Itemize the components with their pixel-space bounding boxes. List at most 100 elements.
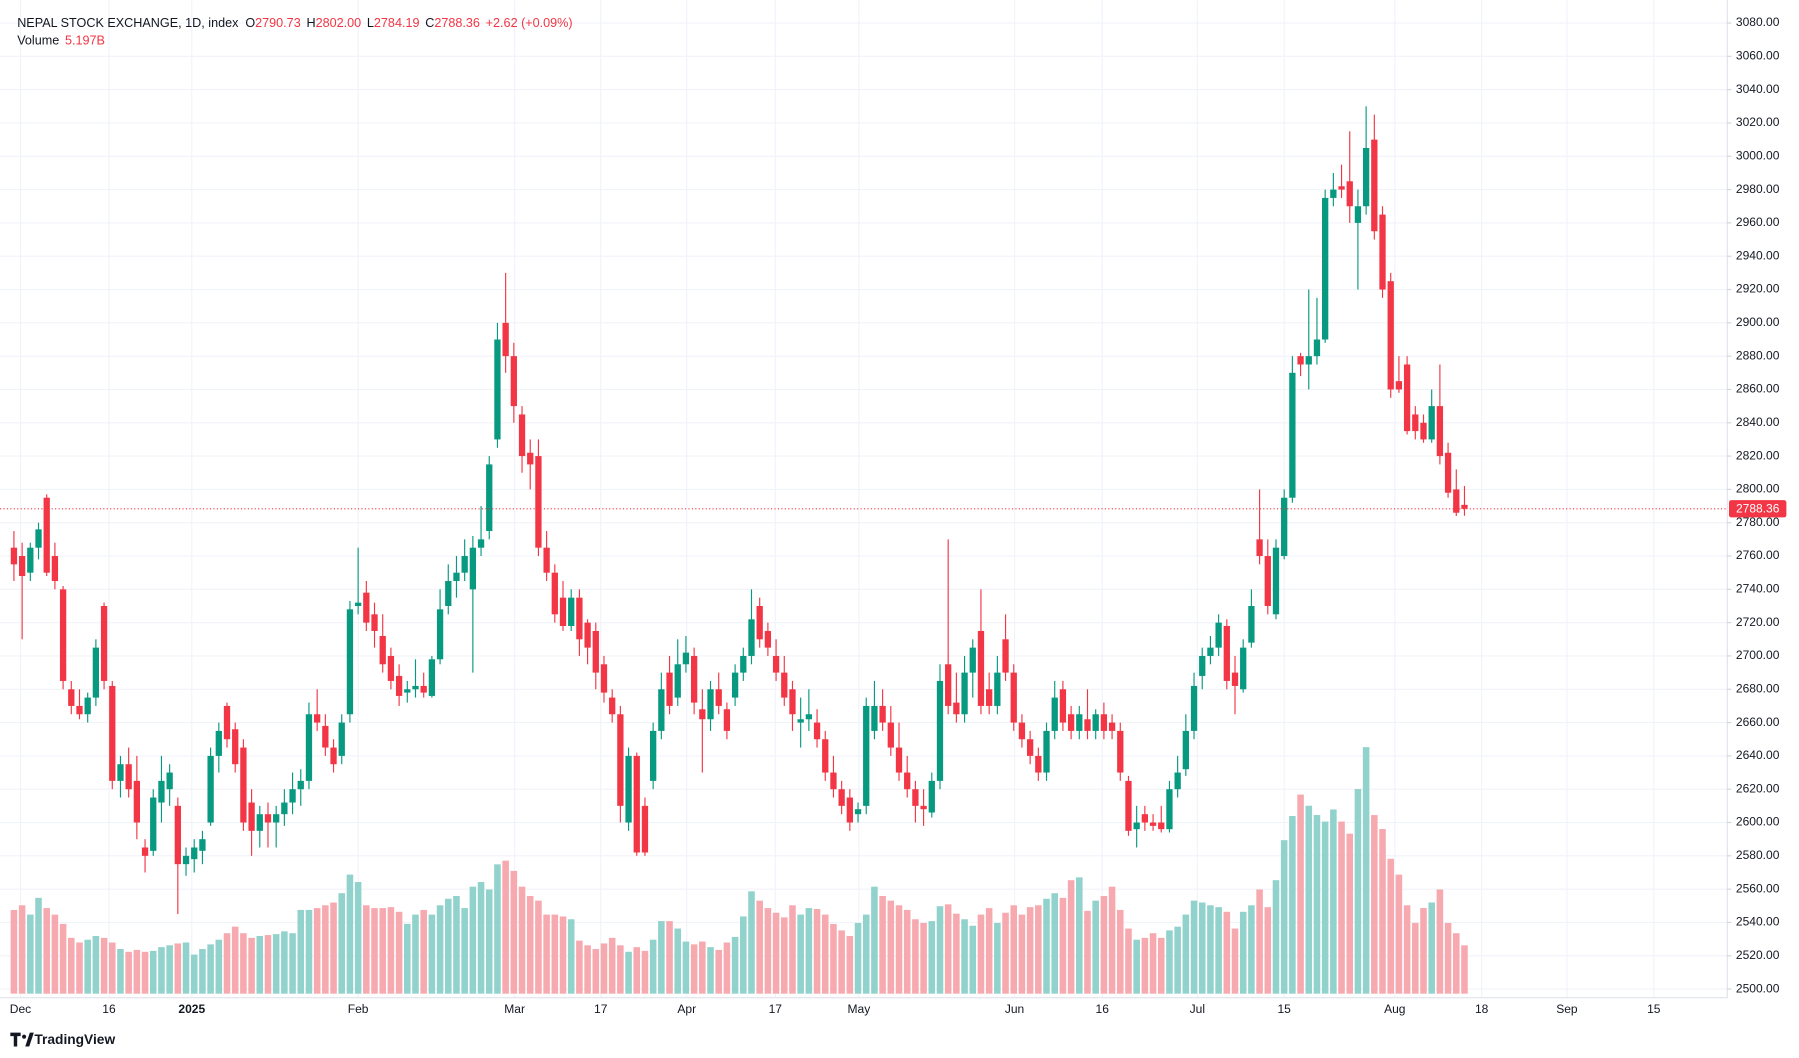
volume-bar — [1321, 821, 1329, 994]
volume-bar — [84, 939, 91, 994]
brand-icon — [10, 1032, 21, 1047]
volume-bar — [1166, 930, 1173, 994]
candle-body — [158, 780, 165, 803]
candle-body — [248, 802, 255, 831]
candle-body — [486, 464, 493, 532]
price-pane — [0, 106, 1727, 915]
candle-body — [1207, 647, 1214, 656]
volume-bar — [1461, 945, 1468, 994]
candle-body — [772, 655, 780, 673]
candle-body — [518, 414, 526, 457]
volume-bar — [625, 951, 632, 994]
candle-body — [1190, 685, 1198, 731]
candle-body — [1379, 214, 1386, 290]
y-tick-label: 2780.00 — [1736, 515, 1780, 529]
volume-bar — [215, 939, 223, 994]
y-tick-label: 3020.00 — [1736, 115, 1780, 129]
candle-body — [68, 689, 75, 706]
candle-body — [1043, 730, 1050, 773]
x-tick-label: May — [847, 1002, 870, 1016]
candle-body — [1362, 147, 1370, 207]
x-tick-label: 17 — [594, 1002, 608, 1016]
volume-bar — [297, 909, 305, 994]
volume-bar — [100, 937, 108, 994]
volume-bar — [715, 949, 722, 994]
candle-body — [182, 855, 190, 865]
candle-body — [609, 697, 616, 715]
candle-body — [584, 622, 591, 648]
candle-body — [10, 547, 18, 565]
volume-bar — [1223, 911, 1231, 994]
volume-bar — [584, 945, 591, 994]
candle-body — [1256, 539, 1263, 557]
y-tick-label: 2900.00 — [1736, 315, 1780, 329]
volume-bar — [420, 909, 427, 994]
x-tick-label: Jul — [1190, 1002, 1205, 1016]
candle-body — [404, 689, 411, 693]
candle-body — [887, 722, 894, 748]
candle-body — [666, 672, 673, 706]
candle-body — [658, 689, 665, 731]
candle-body — [1453, 489, 1460, 513]
y-tick-label: 2680.00 — [1736, 681, 1780, 695]
candle-body — [846, 797, 853, 823]
volume-bar — [567, 919, 575, 994]
candle-body — [92, 647, 100, 698]
volume-bar — [1125, 928, 1132, 994]
candle-body — [240, 747, 247, 823]
candle-body — [289, 789, 296, 803]
candle-body — [1346, 181, 1353, 207]
y-tick-label: 2980.00 — [1736, 182, 1780, 196]
candle-body — [27, 547, 34, 573]
volume-bar — [330, 902, 337, 994]
volume-bar — [1076, 877, 1083, 994]
candle-body — [1084, 719, 1091, 731]
volume-bar — [322, 905, 329, 994]
candle-body — [1158, 822, 1165, 830]
volume-bar — [1182, 914, 1190, 994]
volume-bar — [658, 921, 665, 994]
volume-bar — [526, 895, 534, 994]
candle-body — [59, 589, 67, 681]
symbol-header: NEPAL STOCK EXCHANGE, 1D, index O2790.73 H… — [17, 17, 572, 31]
volume-bar — [1174, 926, 1181, 994]
volume-bar — [1059, 897, 1067, 994]
volume-bar — [559, 916, 567, 994]
y-tick-label: 2620.00 — [1736, 781, 1780, 795]
candle-body — [1436, 406, 1444, 457]
candle-body — [1182, 730, 1189, 770]
candle-body — [690, 655, 698, 703]
y-tick-label: 2560.00 — [1736, 881, 1780, 895]
x-tick-label: 16 — [1096, 1002, 1110, 1016]
candle-body — [1371, 139, 1378, 232]
volume-bar — [379, 908, 386, 994]
candle-body — [723, 709, 731, 731]
volume-bar — [649, 939, 657, 994]
candle-body — [346, 609, 354, 715]
y-tick-label: 2800.00 — [1736, 482, 1780, 496]
candle-body — [1174, 772, 1181, 790]
candle-body — [568, 597, 575, 626]
candle-body — [1067, 714, 1075, 731]
volume-bar — [830, 923, 837, 994]
volume-bar — [1346, 833, 1354, 994]
volume-bar — [699, 941, 706, 994]
candle-body — [1010, 672, 1017, 723]
volume-bar — [740, 916, 747, 994]
volume-header: Volume 5.197B — [17, 34, 105, 48]
candle-body — [477, 539, 485, 548]
candle-body — [945, 664, 952, 706]
x-tick-label: Mar — [504, 1002, 525, 1016]
candle-body — [354, 602, 362, 606]
volume-bar — [641, 950, 649, 994]
candle-body — [1264, 556, 1271, 606]
volume-bar — [412, 914, 419, 994]
candle-body — [494, 339, 501, 440]
y-tick-label: 2760.00 — [1736, 548, 1780, 562]
volume-bar — [444, 898, 452, 994]
candle-body — [543, 547, 550, 573]
candle-body — [1035, 755, 1042, 773]
candle-body — [1133, 822, 1140, 830]
volume-bar — [690, 944, 698, 994]
